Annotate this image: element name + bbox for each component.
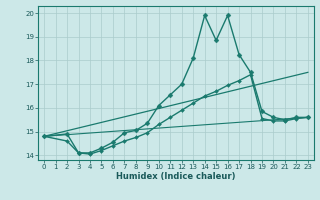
X-axis label: Humidex (Indice chaleur): Humidex (Indice chaleur) xyxy=(116,172,236,181)
